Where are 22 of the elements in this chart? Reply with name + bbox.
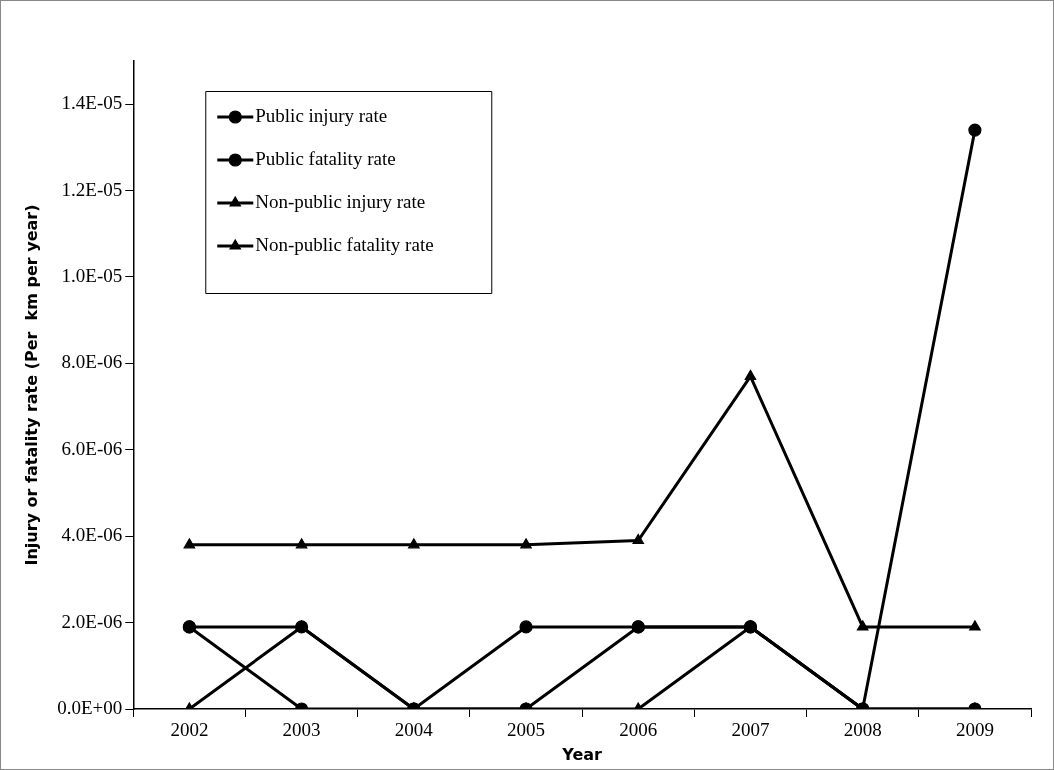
legend-label: Public fatality rate (255, 147, 396, 169)
y-tick-label: 2.0E-06 (61, 610, 123, 632)
y-tick-label: 1.0E-05 (61, 264, 123, 286)
x-tick-label: 2005 (507, 719, 546, 741)
y-tick-label: 0.0E+00 (57, 696, 123, 718)
x-tick-label: 2008 (843, 719, 882, 741)
y-tick-label: 6.0E-06 (61, 437, 123, 459)
legend-label: Non-public injury rate (255, 190, 426, 212)
x-tick-label: 2007 (731, 719, 770, 741)
legend-label: Non-public fatality rate (255, 233, 434, 255)
y-tick-label: 4.0E-06 (61, 524, 123, 546)
y-tick-label: 1.4E-05 (61, 92, 123, 114)
x-tick-label: 2006 (619, 719, 658, 741)
x-tick-label: 2003 (282, 719, 321, 741)
y-tick-label: 1.2E-05 (61, 178, 123, 200)
x-tick-label: 2002 (170, 719, 209, 741)
x-tick-label: 2009 (955, 719, 994, 741)
x-axis-title: Year (561, 744, 603, 764)
x-tick-label: 2004 (394, 719, 434, 741)
legend-label: Public injury rate (255, 104, 388, 126)
y-tick-label: 8.0E-06 (61, 351, 123, 373)
y-axis-title: Injury or fatality rate (Per km per year) (21, 204, 41, 566)
